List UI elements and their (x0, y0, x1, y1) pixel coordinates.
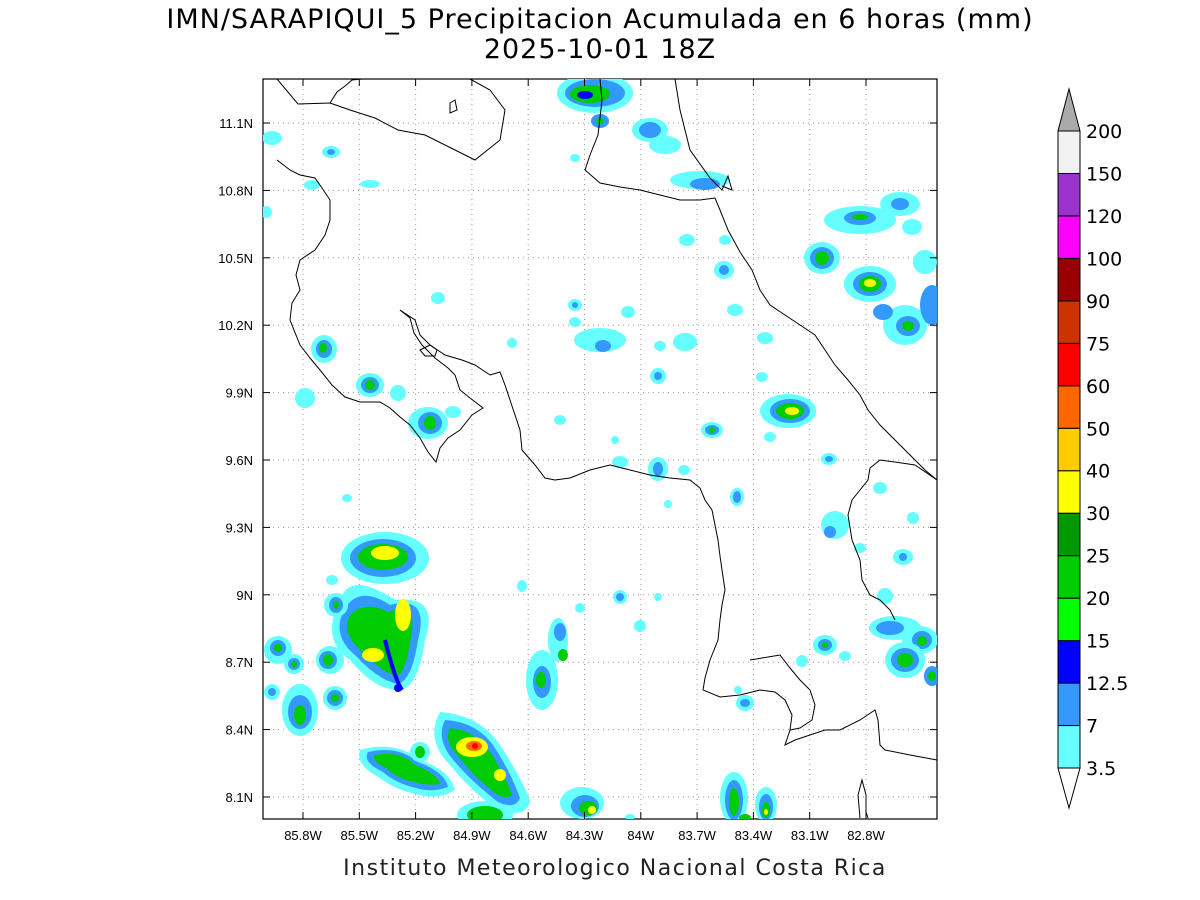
precipitation-field (263, 79, 937, 819)
colorbar-level-label: 100 (1086, 248, 1122, 270)
colorbar-level-label: 120 (1086, 206, 1122, 228)
lat-tick-label: 8.7N (226, 655, 253, 670)
colorbar-level-label: 20 (1086, 588, 1110, 610)
rain-cell (359, 712, 777, 819)
colorbar-swatch (1057, 725, 1081, 769)
lat-tick-label: 10.2N (218, 318, 253, 333)
lon-tick-label: 83.7W (678, 828, 716, 843)
colorbar-level-label: 150 (1086, 163, 1122, 185)
rain-cell (632, 118, 730, 190)
colorbar-swatch (1057, 385, 1081, 429)
lon-tick-label: 84.3W (566, 828, 604, 843)
colorbar-swatch (1057, 257, 1081, 302)
colorbar-level-label: 75 (1086, 333, 1110, 355)
lon-tick-label: 85.8W (284, 828, 322, 843)
colorbar-level-label: 50 (1086, 418, 1110, 440)
colorbar-swatch (1057, 682, 1081, 727)
lat-tick-label: 8.4N (226, 723, 253, 738)
map-datetime: 2025-10-01 18Z (483, 34, 717, 65)
rain-cell (679, 192, 937, 345)
colorbar-swatch (1057, 640, 1081, 684)
colorbar-swatch (1057, 172, 1081, 217)
lat-tick-label: 11.1N (219, 116, 253, 131)
colorbar-level-label: 25 (1086, 546, 1110, 568)
colorbar-swatch (1057, 470, 1081, 514)
rain-cell (342, 292, 887, 508)
lat-tick-label: 9.9N (226, 386, 253, 401)
lat-tick-label: 9.6N (226, 453, 253, 468)
rain-cell (264, 532, 429, 736)
colorbar-level-label: 90 (1086, 291, 1110, 313)
colorbar-swatch (1057, 555, 1081, 599)
lon-tick-label: 84.9W (453, 828, 491, 843)
map-title: IMN/SARAPIQUI_5 Precipitacion Acumulada … (166, 4, 1034, 35)
colorbar-swatch (1057, 427, 1081, 472)
axis-ticks: 85.8W 85.5W 85.2W 84.9W 84.6W 84.3W 84W 83.7W 83… (218, 79, 937, 843)
colorbar-level-label: 12.5 (1086, 673, 1128, 695)
colorbar-level-label: 200 (1086, 121, 1122, 143)
lon-tick-label: 84.6W (509, 828, 547, 843)
rain-cell (734, 511, 937, 711)
colorbar-level-label: 15 (1086, 631, 1110, 653)
lon-tick-label: 85.2W (397, 828, 435, 843)
lon-tick-label: 83.4W (735, 828, 773, 843)
colorbar-level-label: 3.5 (1086, 758, 1116, 780)
colorbar-level-label: 40 (1086, 461, 1110, 483)
credit-line: Instituto Meteorologico Nacional Costa R… (343, 856, 887, 881)
colorbar-legend: 3.5 7 12.5 15 20 25 30 40 50 60 75 90 100 120 150 200 (1057, 87, 1128, 810)
lon-tick-label: 82.8W (847, 828, 885, 843)
rain-cell (517, 580, 662, 710)
plot-frame (262, 78, 938, 820)
lon-tick-label: 83.1W (791, 828, 829, 843)
colorbar-swatch (1057, 130, 1081, 174)
colorbar-swatch (1057, 300, 1081, 344)
lat-tick-label: 8.1N (226, 790, 253, 805)
lat-tick-label: 10.5N (218, 251, 253, 266)
colorbar-under-arrow (1057, 767, 1081, 810)
lat-tick-label: 9.3N (226, 520, 253, 535)
colorbar-level-label: 30 (1086, 503, 1110, 525)
colorbar-swatch (1057, 342, 1081, 387)
rain-cell (295, 335, 461, 439)
lat-tick-label: 9N (236, 588, 253, 603)
lon-tick-label: 84W (627, 828, 654, 843)
colorbar-swatch (1057, 597, 1081, 642)
lat-tick-label: 10.8N (218, 183, 253, 198)
colorbar-level-label: 7 (1086, 716, 1098, 738)
colorbar-swatch (1057, 215, 1081, 259)
colorbar-swatch (1057, 512, 1081, 557)
rain-cell (263, 131, 580, 218)
lon-tick-label: 85.5W (341, 828, 379, 843)
coastline-borders (276, 79, 937, 819)
graticule-grid (263, 79, 937, 819)
colorbar-over-arrow (1057, 87, 1081, 132)
colorbar-level-label: 60 (1086, 376, 1110, 398)
rain-cell (557, 79, 633, 128)
